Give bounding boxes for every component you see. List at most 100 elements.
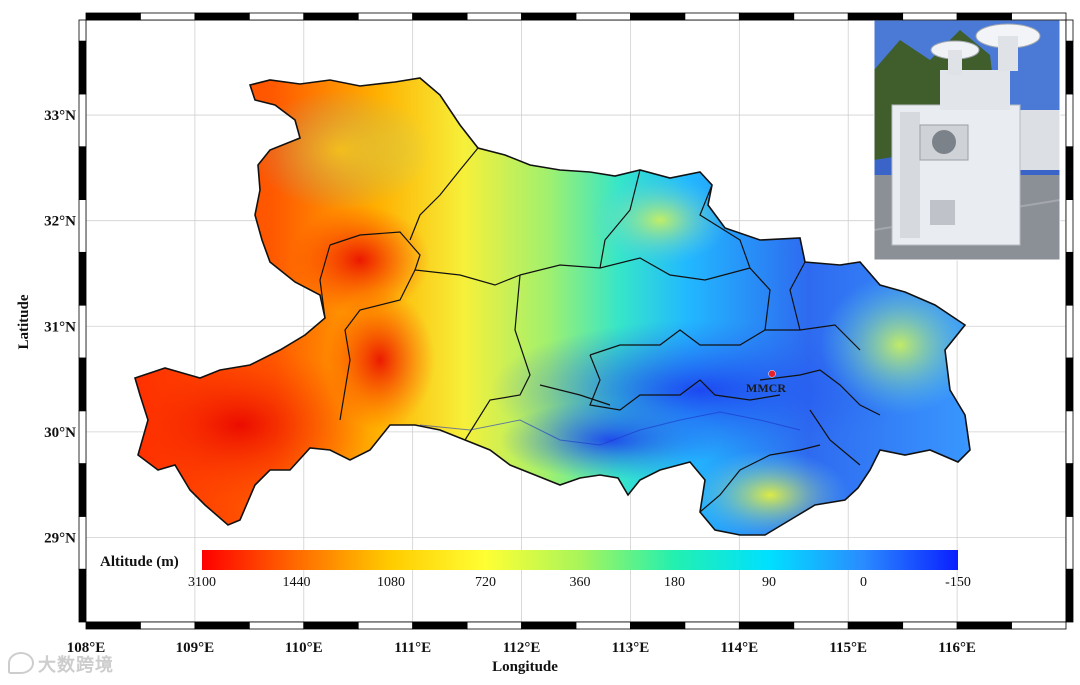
frame-segment-left bbox=[78, 304, 87, 359]
frame-segment-bottom bbox=[684, 621, 740, 630]
frame-segment-bottom bbox=[140, 621, 196, 630]
map-frame bbox=[78, 12, 1074, 630]
inset-photo bbox=[873, 19, 1061, 261]
frame-segment-right bbox=[1065, 93, 1074, 148]
colorbar-tick-label: 1440 bbox=[283, 575, 311, 590]
frame-segment-left bbox=[78, 251, 87, 306]
lat-tick-label: 32°N bbox=[44, 214, 76, 230]
frame-segment-bottom bbox=[357, 621, 414, 630]
longitude-tick-labels: 108°E 109°E 110°E 111°E 112°E 113°E 114°E 115°E… bbox=[67, 640, 976, 656]
colorbar-labels: 3100 1440 1080 720 360 180 90 0 -150 bbox=[188, 575, 971, 590]
frame-segment-top bbox=[303, 12, 359, 21]
frame-segment-bottom bbox=[85, 621, 141, 630]
frame-segment-bottom bbox=[521, 621, 577, 630]
frame-segment-left bbox=[78, 463, 87, 517]
lon-tick-label: 108°E bbox=[67, 640, 106, 656]
frame-segment-bottom bbox=[303, 621, 359, 630]
lat-tick-label: 29°N bbox=[44, 531, 76, 547]
frame-segment-top bbox=[738, 12, 795, 21]
frame-segment-top bbox=[847, 12, 904, 21]
lon-tick-label: 116°E bbox=[938, 640, 976, 656]
frame-segment-left bbox=[78, 40, 87, 95]
lat-tick-label: 30°N bbox=[44, 425, 76, 441]
frame-segment-left bbox=[78, 146, 87, 200]
frame-segment-bottom bbox=[1011, 621, 1067, 630]
frame-segment-bottom bbox=[956, 621, 1012, 630]
colorbar-tick-label: 90 bbox=[762, 575, 776, 590]
colorbar-title: Altitude (m) bbox=[100, 554, 179, 570]
station-marker bbox=[768, 370, 776, 378]
colorbar-tick-label: 0 bbox=[860, 575, 867, 590]
frame-segment-left bbox=[78, 93, 87, 148]
colorbar-tick-label: -150 bbox=[945, 575, 971, 590]
prefecture-boundaries bbox=[319, 147, 881, 513]
lon-tick-label: 114°E bbox=[720, 640, 758, 656]
lat-tick-label: 31°N bbox=[44, 319, 76, 335]
frame-segment-top bbox=[412, 12, 468, 21]
frame-segment-right bbox=[1065, 251, 1074, 306]
frame-segment-top bbox=[521, 12, 577, 21]
frame-segment-bottom bbox=[738, 621, 795, 630]
frame-segment-bottom bbox=[847, 621, 904, 630]
frame-segment-right bbox=[1065, 463, 1074, 517]
frame-segment-right bbox=[1065, 40, 1074, 95]
latitude-tick-labels: 29°N 30°N 31°N 32°N 33°N bbox=[44, 108, 76, 546]
colorbar-ramp bbox=[202, 550, 958, 570]
frame-segment-right bbox=[1065, 146, 1074, 200]
frame-segment-bottom bbox=[248, 621, 305, 630]
frame-segment-bottom bbox=[630, 621, 686, 630]
frame-segment-top bbox=[1011, 12, 1067, 21]
y-axis-title: Latitude bbox=[16, 294, 32, 349]
watermark: 大数跨境 bbox=[8, 651, 114, 677]
lon-tick-label: 109°E bbox=[176, 640, 215, 656]
frame-segment-left bbox=[78, 410, 87, 464]
x-axis-title: Longitude bbox=[492, 659, 558, 675]
colorbar: Altitude (m) 3100 1440 1080 720 360 180 90 0 -15… bbox=[100, 550, 971, 590]
frame-segment-bottom bbox=[194, 621, 250, 630]
frame-segment-left bbox=[78, 568, 87, 623]
frame-segment-right bbox=[1065, 304, 1074, 359]
colorbar-tick-label: 3100 bbox=[188, 575, 216, 590]
frame-segment-right bbox=[1065, 410, 1074, 464]
frame-segment-bottom bbox=[466, 621, 522, 630]
frame-segment-top bbox=[194, 12, 250, 21]
frame-segment-bottom bbox=[793, 621, 849, 630]
frame-segment-right bbox=[1065, 568, 1074, 623]
frame-segment-left bbox=[78, 199, 87, 253]
watermark-text: 大数跨境 bbox=[38, 655, 114, 676]
frame-segment-left bbox=[78, 515, 87, 570]
lon-tick-label: 110°E bbox=[285, 640, 323, 656]
frame-segment-bottom bbox=[412, 621, 468, 630]
lat-tick-label: 33°N bbox=[44, 108, 76, 124]
frame-segment-top bbox=[902, 12, 958, 21]
frame-segment-bottom bbox=[575, 621, 631, 630]
frame-segment-bottom bbox=[902, 621, 958, 630]
frame-segment-top bbox=[248, 12, 305, 21]
frame-segment-top bbox=[793, 12, 849, 21]
station-label: MMCR bbox=[746, 381, 786, 395]
rivers bbox=[419, 411, 801, 446]
colorbar-tick-label: 720 bbox=[475, 575, 496, 590]
frame-segment-right bbox=[1065, 357, 1074, 412]
frame-segment-top bbox=[575, 12, 631, 21]
colorbar-tick-label: 180 bbox=[664, 575, 685, 590]
lon-tick-label: 111°E bbox=[394, 640, 431, 656]
frame-segment-top bbox=[85, 12, 141, 21]
frame-segment-right bbox=[1065, 515, 1074, 570]
frame-segment-top bbox=[140, 12, 196, 21]
frame-segment-right bbox=[1065, 19, 1074, 42]
frame-segment-left bbox=[78, 19, 87, 42]
colorbar-tick-label: 1080 bbox=[377, 575, 405, 590]
lon-tick-label: 112°E bbox=[503, 640, 541, 656]
frame-segment-top bbox=[956, 12, 1012, 21]
frame-segment-top bbox=[684, 12, 740, 21]
frame-segment-right bbox=[1065, 199, 1074, 253]
lon-tick-label: 115°E bbox=[829, 640, 867, 656]
frame-segment-left bbox=[78, 357, 87, 412]
frame-segment-top bbox=[466, 12, 522, 21]
frame-segment-top bbox=[630, 12, 686, 21]
lon-tick-label: 113°E bbox=[612, 640, 650, 656]
frame-segment-top bbox=[357, 12, 414, 21]
watermark-logo-icon bbox=[8, 652, 34, 674]
